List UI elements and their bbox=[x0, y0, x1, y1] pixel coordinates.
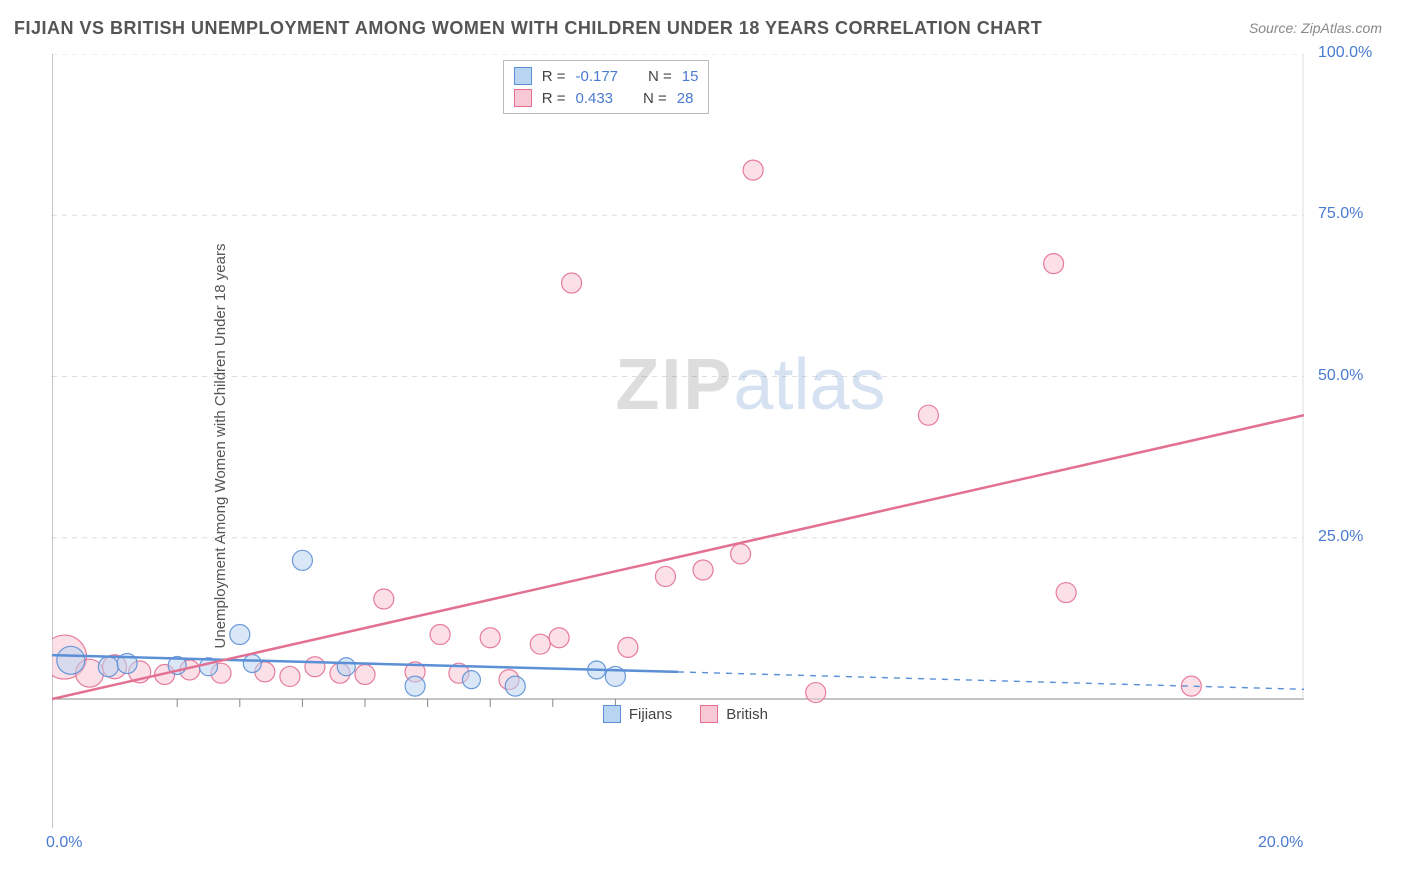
data-point bbox=[243, 655, 261, 673]
series-legend: Fijians British bbox=[603, 705, 768, 723]
x-tick-label: 0.0% bbox=[46, 834, 82, 852]
data-point bbox=[618, 637, 638, 657]
data-point bbox=[430, 625, 450, 645]
data-point bbox=[292, 550, 312, 570]
correlation-legend-row: R = 0.433 N = 28 bbox=[514, 87, 699, 109]
trend-line bbox=[52, 415, 1304, 699]
chart-container: FIJIAN VS BRITISH UNEMPLOYMENT AMONG WOM… bbox=[0, 0, 1406, 892]
legend-swatch bbox=[514, 67, 532, 85]
legend-r-value: -0.177 bbox=[575, 68, 618, 85]
data-point bbox=[1056, 583, 1076, 603]
data-point bbox=[374, 589, 394, 609]
series-legend-label: British bbox=[726, 706, 768, 723]
data-point bbox=[693, 560, 713, 580]
data-point bbox=[305, 657, 325, 677]
data-point bbox=[1044, 254, 1064, 274]
legend-n-label: N = bbox=[648, 68, 672, 85]
data-point bbox=[480, 628, 500, 648]
series-legend-label: Fijians bbox=[629, 706, 672, 723]
correlation-legend-row: R = -0.177 N = 15 bbox=[514, 65, 699, 87]
legend-r-label: R = bbox=[542, 68, 566, 85]
data-point bbox=[655, 566, 675, 586]
series-legend-item: British bbox=[700, 705, 768, 723]
data-point bbox=[743, 160, 763, 180]
y-tick-label: 100.0% bbox=[1318, 44, 1372, 62]
data-point bbox=[505, 676, 525, 696]
legend-n-value: 15 bbox=[682, 68, 699, 85]
data-point bbox=[731, 544, 751, 564]
data-point bbox=[98, 657, 118, 677]
x-tick-label: 20.0% bbox=[1258, 834, 1303, 852]
data-point bbox=[562, 273, 582, 293]
series-legend-item: Fijians bbox=[603, 705, 672, 723]
data-point bbox=[806, 683, 826, 703]
legend-swatch bbox=[603, 705, 621, 723]
correlation-legend: R = -0.177 N = 15 R = 0.433 N = 28 bbox=[503, 60, 710, 114]
source-attribution: Source: ZipAtlas.com bbox=[1249, 20, 1382, 36]
chart-title: FIJIAN VS BRITISH UNEMPLOYMENT AMONG WOM… bbox=[14, 18, 1042, 39]
data-point bbox=[462, 671, 480, 689]
y-tick-label: 75.0% bbox=[1318, 205, 1363, 223]
data-point bbox=[337, 658, 355, 676]
data-point bbox=[230, 625, 250, 645]
y-tick-label: 25.0% bbox=[1318, 528, 1363, 546]
legend-n-label: N = bbox=[643, 90, 667, 107]
y-tick-label: 50.0% bbox=[1318, 367, 1363, 385]
legend-swatch bbox=[700, 705, 718, 723]
plot-area: ZIPatlas25.0%50.0%75.0%100.0%0.0%20.0%R … bbox=[52, 54, 1304, 828]
data-point bbox=[405, 676, 425, 696]
legend-r-label: R = bbox=[542, 90, 566, 107]
legend-r-value: 0.433 bbox=[575, 90, 613, 107]
data-point bbox=[57, 646, 85, 674]
data-point bbox=[355, 664, 375, 684]
legend-swatch bbox=[514, 89, 532, 107]
data-point bbox=[530, 634, 550, 654]
data-point bbox=[549, 628, 569, 648]
trend-line-dashed bbox=[678, 672, 1304, 689]
data-point bbox=[280, 666, 300, 686]
data-point bbox=[918, 405, 938, 425]
legend-n-value: 28 bbox=[677, 90, 694, 107]
